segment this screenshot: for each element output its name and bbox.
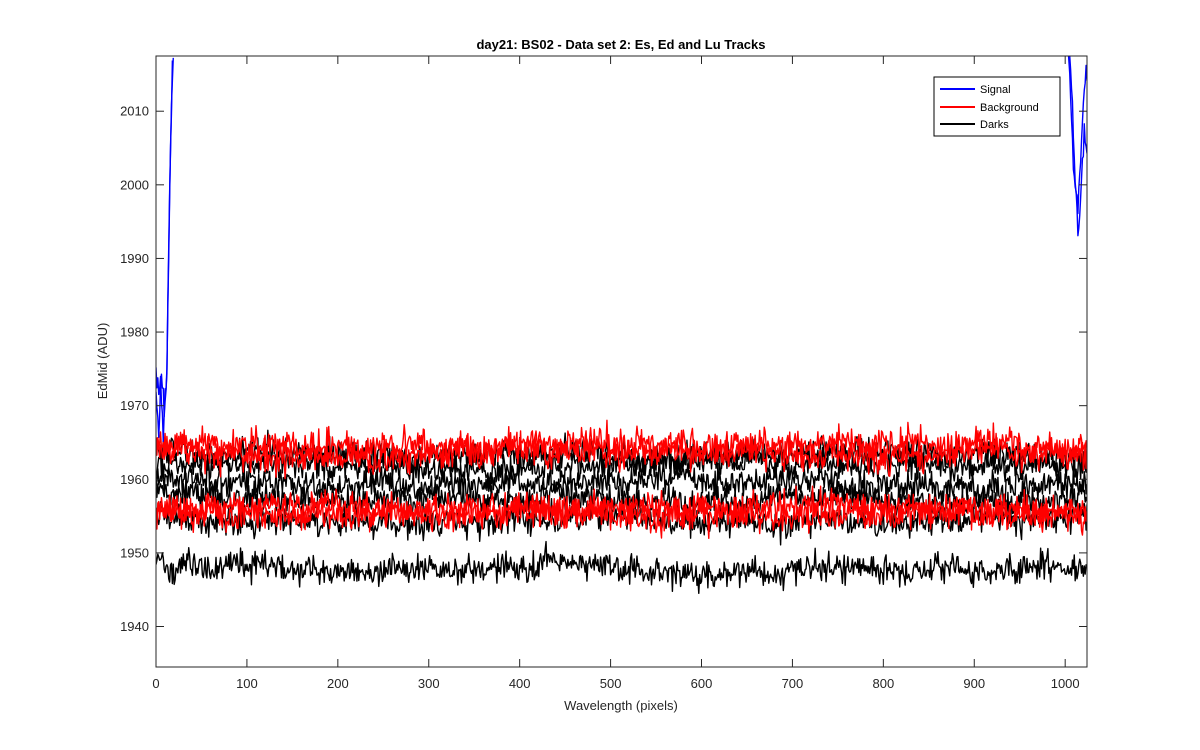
y-tick-label: 1960 xyxy=(120,472,149,487)
x-tick-label: 0 xyxy=(152,676,159,691)
x-tick-label: 800 xyxy=(872,676,894,691)
x-tick-label: 700 xyxy=(782,676,804,691)
x-tick-label: 200 xyxy=(327,676,349,691)
legend-background-label: Background xyxy=(980,102,1039,114)
series-line-background xyxy=(156,488,1087,539)
plot-area xyxy=(156,56,1087,667)
y-tick-label: 2000 xyxy=(120,177,149,192)
series-line-background xyxy=(156,429,1087,480)
x-tick-label: 600 xyxy=(691,676,713,691)
x-tick-label: 400 xyxy=(509,676,531,691)
series-line-background xyxy=(156,485,1087,533)
x-tick-label: 900 xyxy=(963,676,985,691)
x-tick-label: 300 xyxy=(418,676,440,691)
axes-box xyxy=(155,55,1088,668)
series-layer xyxy=(156,56,1087,594)
x-tick-label: 500 xyxy=(600,676,622,691)
legend-signal-label: Signal xyxy=(980,84,1011,96)
y-tick-label: 2010 xyxy=(120,104,149,119)
x-tick-label: 100 xyxy=(236,676,258,691)
y-axis-label: EdMid (ADU) xyxy=(95,323,110,400)
x-tick-label: 1000 xyxy=(1051,676,1080,691)
y-tick-label: 1970 xyxy=(120,398,149,413)
y-tick-label: 1990 xyxy=(120,251,149,266)
series-line-background xyxy=(156,419,1087,470)
series-line-darks xyxy=(156,540,1087,594)
y-tick-label: 1950 xyxy=(120,545,149,560)
legend-darks-label: Darks xyxy=(980,119,1009,131)
x-axis-label: Wavelength (pixels) xyxy=(564,698,678,713)
chart-title: day21: BS02 - Data set 2: Es, Ed and Lu … xyxy=(476,37,765,52)
series-line-signal xyxy=(156,57,174,439)
series-line-darks xyxy=(156,460,1087,509)
tick-layer: 0 100 200 300 400 500 600 700 800 900 1000 1940 1950… xyxy=(120,56,1087,691)
legend: Signal Background Darks xyxy=(933,76,1061,137)
y-tick-label: 1980 xyxy=(120,325,149,340)
series-line-signal xyxy=(1069,56,1087,215)
y-tick-label: 1940 xyxy=(120,619,149,634)
series-line-signal xyxy=(1067,56,1087,237)
